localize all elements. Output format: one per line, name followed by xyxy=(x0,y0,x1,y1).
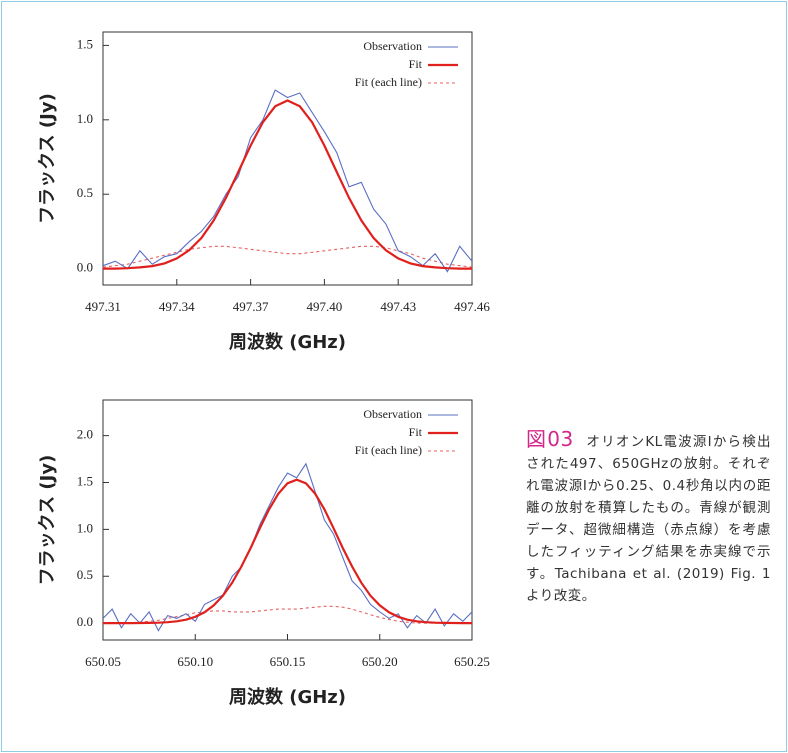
series-line xyxy=(103,478,472,625)
caption-label: 図03 xyxy=(526,427,574,451)
y-axis-label: フラックス (Jy) xyxy=(37,455,58,586)
x-axis-label: 周波数 (GHz) xyxy=(229,686,346,708)
legend-label: Fit xyxy=(409,57,423,71)
y-tick-label: 1.0 xyxy=(77,520,93,535)
legend-label: Fit xyxy=(409,425,423,439)
series-line xyxy=(102,89,473,273)
y-axis-label: フラックス (Jy) xyxy=(37,93,58,224)
y-tick-label: 0.0 xyxy=(77,614,93,629)
series-line xyxy=(103,99,472,270)
caption-text: オリオンKL電波源Iから検出された497、650GHzの放射。それぞれ電波源Iか… xyxy=(526,434,772,604)
x-tick-label: 497.31 xyxy=(85,299,121,314)
legend-label: Fit (each line) xyxy=(355,443,422,457)
caption: 図03 オリオンKL電波源Iから検出された497、650GHzの放射。それぞれ電波… xyxy=(526,428,771,607)
y-tick-label: 0.5 xyxy=(77,567,93,582)
x-tick-label: 650.10 xyxy=(177,654,213,669)
legend-label: Observation xyxy=(363,39,422,53)
x-tick-label: 650.05 xyxy=(85,654,121,669)
x-tick-label: 497.34 xyxy=(159,299,195,314)
y-tick-label: 1.0 xyxy=(77,111,93,126)
x-tick-label: 497.43 xyxy=(380,299,416,314)
x-tick-label: 497.37 xyxy=(233,299,269,314)
legend-label: Observation xyxy=(363,407,422,421)
x-tick-label: 650.15 xyxy=(270,654,306,669)
y-tick-label: 0.0 xyxy=(77,260,93,275)
y-tick-label: 1.5 xyxy=(77,36,93,51)
plot-frame xyxy=(102,31,473,286)
x-tick-label: 650.20 xyxy=(362,654,398,669)
x-axis-label: 周波数 (GHz) xyxy=(229,331,346,353)
series-line xyxy=(102,462,473,632)
series-line xyxy=(102,245,473,268)
y-tick-label: 1.5 xyxy=(77,473,93,488)
series-line xyxy=(103,605,472,624)
y-tick-label: 0.5 xyxy=(77,185,93,200)
x-tick-label: 497.46 xyxy=(454,299,490,314)
x-tick-label: 650.25 xyxy=(454,654,490,669)
legend-label: Fit (each line) xyxy=(355,75,422,89)
x-tick-label: 497.40 xyxy=(307,299,343,314)
y-tick-label: 2.0 xyxy=(77,427,93,442)
